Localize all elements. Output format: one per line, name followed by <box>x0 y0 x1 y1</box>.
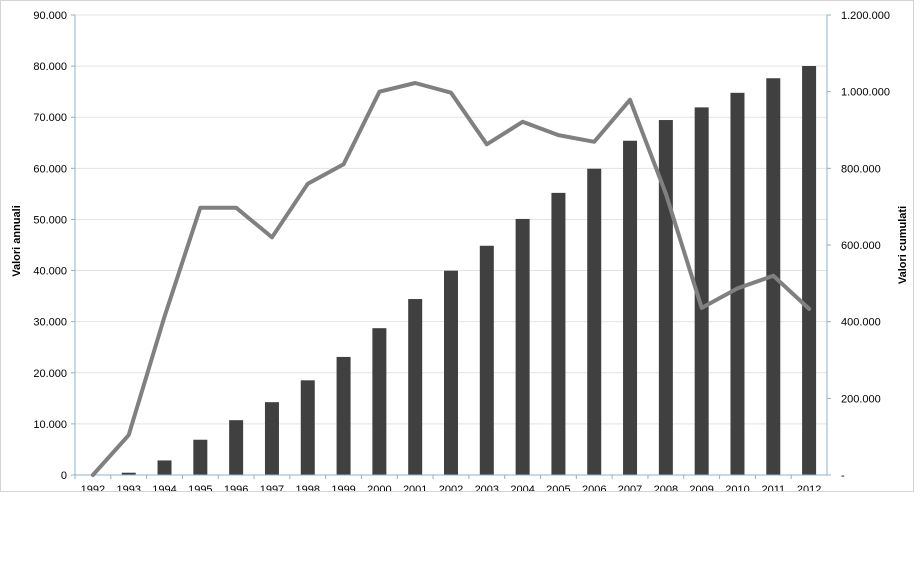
left-tick-label: 70.000 <box>33 112 67 124</box>
left-tick-label: 40.000 <box>33 266 67 278</box>
right-tick-label: 800.000 <box>841 163 881 175</box>
bar <box>730 92 745 476</box>
left-tick-label: 60.000 <box>33 163 67 175</box>
x-tick-label: 2005 <box>546 484 570 491</box>
series-line <box>90 81 812 477</box>
right-axis-title: Valori cumulati <box>897 206 909 284</box>
x-tick-label: 1996 <box>224 484 248 491</box>
bar <box>802 65 817 475</box>
x-tick-label: 2010 <box>725 484 749 491</box>
x-tick-label: 2004 <box>510 484 534 491</box>
x-tick-label: 1997 <box>260 484 284 491</box>
x-tick-label: 2001 <box>403 484 427 491</box>
right-tick-label: 400.000 <box>841 317 881 329</box>
left-axis-title: Valori annuali <box>11 205 23 277</box>
left-tick-label: 0 <box>61 470 67 482</box>
left-tick-label: 30.000 <box>33 317 67 329</box>
x-tick-label: 1993 <box>116 484 140 491</box>
bar <box>694 107 709 475</box>
left-tick-label: 20.000 <box>33 368 67 380</box>
right-tick-label: - <box>841 470 845 482</box>
x-tick-label: 2006 <box>582 484 606 491</box>
x-tick-label: 2012 <box>797 484 821 491</box>
line-series <box>90 81 812 477</box>
x-tick-label: 1994 <box>152 484 176 491</box>
bar <box>264 402 279 475</box>
bar <box>623 140 638 475</box>
right-tick-label: 1.000.000 <box>841 87 890 99</box>
right-tick-label: 200.000 <box>841 393 881 405</box>
bar <box>121 472 136 475</box>
x-tick-label: 2007 <box>618 484 642 491</box>
bar <box>551 192 566 475</box>
combo-chart: 0 10.000 20.000 30.000 40.000 50.000 60.000 70.… <box>11 10 909 496</box>
x-tick-label: 2003 <box>475 484 499 491</box>
left-tick-label: 50.000 <box>33 214 67 226</box>
right-axis-tick-labels: - 200.000 400.000 600.000 800.000 1.000.000 1.… <box>841 10 890 482</box>
bar <box>587 168 602 475</box>
x-tick-label: 2011 <box>761 484 785 491</box>
left-tick-label: 90.000 <box>33 10 67 22</box>
bar <box>336 356 351 475</box>
chart-area: 0 10.000 20.000 30.000 40.000 50.000 60.000 70.… <box>0 0 914 496</box>
bar <box>658 120 673 476</box>
x-tick-label: 1995 <box>188 484 212 491</box>
bar <box>408 299 423 475</box>
bar <box>444 270 458 475</box>
x-tick-label: 2008 <box>654 484 678 491</box>
x-tick-label: 2002 <box>439 484 463 491</box>
left-tick-label: 80.000 <box>33 61 67 73</box>
axes <box>74 15 828 476</box>
bar <box>300 380 315 475</box>
x-tick-label: 1998 <box>296 484 320 491</box>
right-tick-label: 1.200.000 <box>841 10 890 22</box>
x-tick-label: 1999 <box>331 484 355 491</box>
bar <box>229 420 244 475</box>
right-tick-label: 600.000 <box>841 240 881 252</box>
x-axis-tick-labels: 1992 1993 1994 1995 1996 1997 1998 1999 2000 2001… <box>74 475 821 496</box>
left-axis-tick-labels: 0 10.000 20.000 30.000 40.000 50.000 60.000 70.… <box>33 10 67 482</box>
x-tick-label: 1992 <box>81 484 105 491</box>
bar <box>157 460 172 475</box>
bar <box>515 218 530 475</box>
x-tick-label: 2009 <box>689 484 713 491</box>
x-tick-label: 2000 <box>367 484 391 491</box>
bar <box>372 328 387 475</box>
left-tick-label: 10.000 <box>33 419 67 431</box>
bar <box>193 439 208 475</box>
bar <box>479 245 494 475</box>
